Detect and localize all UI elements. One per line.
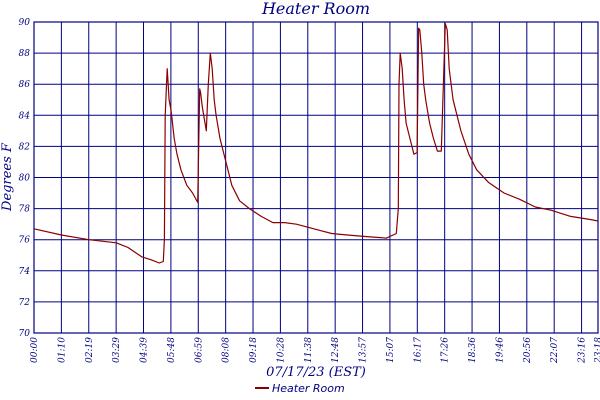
x-tick-label: 20:56 (523, 337, 533, 364)
y-tick-label: 82 (19, 142, 31, 152)
legend: Heater Room (255, 382, 345, 395)
x-tick-label: 23:16 (578, 337, 588, 364)
x-axis-ticks: 00:00 01:10 02:19 03:29 04:39 05:48 06:59 08:08… (30, 337, 600, 364)
x-tick-label: 18:36 (468, 337, 478, 363)
y-tick-label: 84 (19, 111, 31, 121)
x-tick-label: 03:29 (112, 337, 122, 363)
x-axis-label: 07/17/23 (EST) (266, 365, 366, 380)
x-tick-label: 13:57 (359, 337, 369, 363)
x-tick-label: 15:07 (386, 337, 396, 363)
y-tick-label: 74 (19, 267, 31, 277)
x-tick-label: 23:18 (594, 337, 600, 364)
x-tick-label: 10:28 (276, 337, 286, 363)
x-tick-label: 09:18 (249, 337, 259, 363)
x-tick-label: 17:26 (441, 337, 451, 363)
x-tick-label: 02:19 (85, 337, 95, 363)
x-tick-label: 00:00 (30, 337, 40, 363)
x-tick-label: 22:07 (550, 337, 560, 364)
x-tick-label: 12:48 (331, 337, 341, 363)
plot-frame (33, 21, 599, 334)
y-tick-label: 76 (19, 236, 31, 246)
x-tick-label: 01:10 (57, 337, 67, 363)
y-tick-label: 88 (19, 49, 31, 59)
y-tick-label: 78 (19, 205, 31, 215)
y-tick-label: 86 (19, 80, 31, 90)
y-tick-label: 90 (19, 18, 31, 28)
x-tick-label: 19:46 (495, 337, 505, 363)
x-tick-label: 11:38 (304, 337, 314, 363)
y-axis-label: Degrees F (0, 142, 15, 212)
y-axis-ticks: 70 72 74 76 78 80 82 84 86 88 90 (19, 18, 31, 339)
legend-label: Heater Room (272, 382, 345, 395)
x-tick-label: 05:48 (167, 337, 177, 363)
series-line-heater-room (33, 23, 599, 264)
x-tick-label: 04:39 (140, 337, 150, 363)
chart-title: Heater Room (261, 0, 370, 18)
x-tick-label: 08:08 (222, 337, 232, 363)
x-tick-label: 06:59 (194, 337, 204, 363)
grid (33, 21, 599, 334)
y-tick-label: 72 (19, 298, 31, 308)
x-tick-label: 16:17 (413, 337, 423, 363)
y-tick-label: 80 (19, 174, 31, 184)
y-tick-label: 70 (19, 329, 31, 339)
series-group (33, 23, 599, 264)
